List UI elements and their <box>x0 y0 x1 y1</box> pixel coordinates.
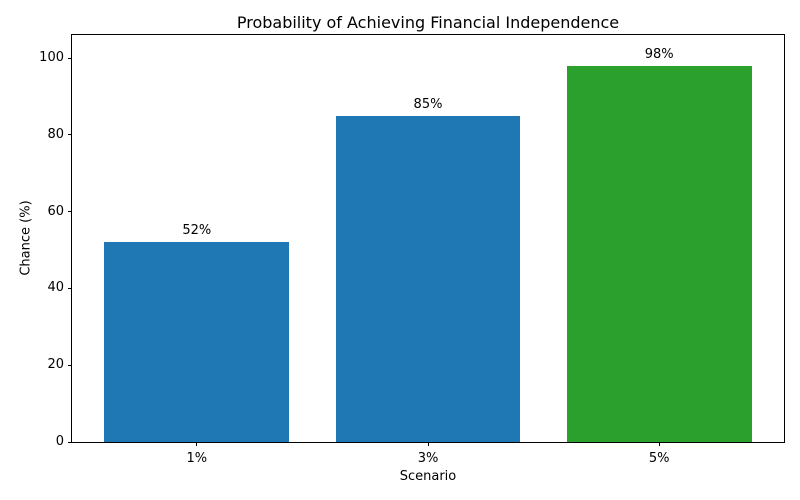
bar <box>566 65 752 442</box>
y-axis-tick <box>68 364 72 366</box>
y-axis-tick <box>68 441 72 443</box>
x-axis-label: Scenario <box>399 469 457 484</box>
bar-value-label: 85% <box>413 96 443 112</box>
plot-area: 0 20 40 60 80 100 52% 1% 85% 3% 98% 5% <box>39 34 785 466</box>
bar <box>335 115 521 442</box>
y-axis-tick-label: 0 <box>55 434 64 449</box>
y-axis-tick <box>68 134 72 136</box>
y-axis-label: Chance (%) <box>18 200 34 276</box>
x-axis-tick <box>658 442 660 446</box>
x-axis-tick-label: 5% <box>648 451 670 466</box>
y-axis-tick <box>68 211 72 213</box>
y-axis-tick-label: 20 <box>47 357 64 373</box>
chart-title: Probability of Achieving Financial Indep… <box>236 13 620 32</box>
x-axis-tick <box>427 442 429 446</box>
y-axis-tick-label: 100 <box>39 50 64 66</box>
y-axis-tick-label: 60 <box>47 203 64 219</box>
bar-value-label: 98% <box>644 46 674 62</box>
y-axis-tick <box>68 287 72 289</box>
y-axis-tick-label: 40 <box>47 280 64 296</box>
bar <box>104 242 290 442</box>
x-axis-tick <box>196 442 198 446</box>
bar-value-label: 52% <box>182 223 212 239</box>
x-axis-tick-label: 3% <box>417 451 439 466</box>
y-axis-tick <box>68 57 72 59</box>
x-axis-tick-label: 1% <box>186 451 208 466</box>
y-axis-tick-label: 80 <box>47 126 64 142</box>
